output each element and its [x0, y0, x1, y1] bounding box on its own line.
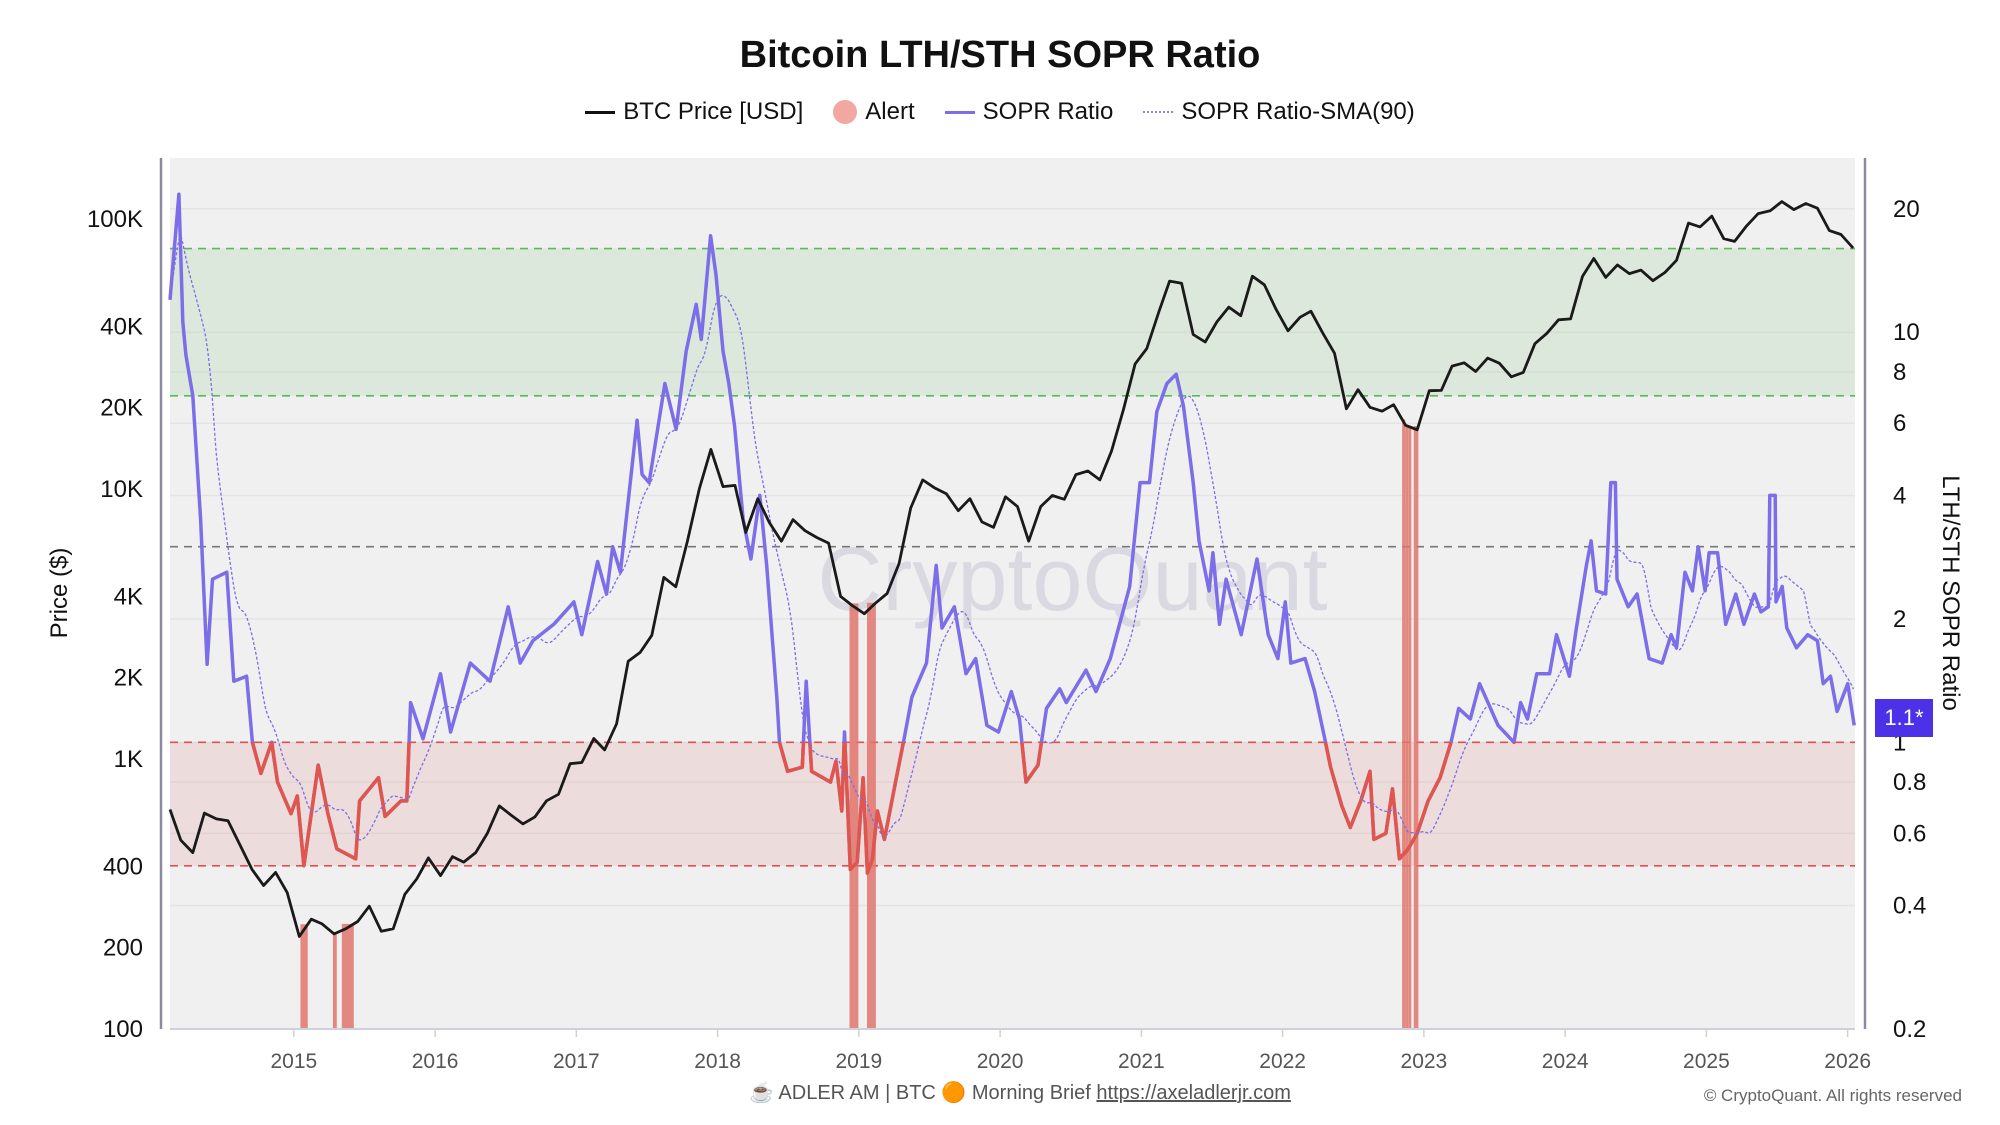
left-tick-label: 400 — [103, 853, 143, 880]
x-tick-label: 2020 — [977, 1050, 1024, 1073]
x-tick-label: 2024 — [1542, 1050, 1589, 1073]
x-tick-label: 2016 — [412, 1050, 459, 1073]
legend-label: Alert — [865, 98, 915, 125]
current-value-badge: 1.1* — [1875, 699, 1933, 737]
left-tick-label: 20K — [100, 395, 143, 422]
legend-label: SOPR Ratio-SMA(90) — [1181, 98, 1415, 125]
chart-title: Bitcoin LTH/STH SOPR Ratio — [739, 34, 1261, 76]
legend-label: SOPR Ratio — [982, 98, 1114, 125]
alert-bar — [341, 923, 354, 1029]
x-tick-label: 2015 — [270, 1050, 317, 1073]
alert-bar — [332, 932, 337, 1029]
btc-price-line — [168, 200, 1855, 938]
left-tick-label: 100K — [87, 206, 143, 233]
legend-label: BTC Price [USD] — [623, 98, 804, 125]
right-tick-label: 4 — [1893, 482, 1906, 509]
alert-bar — [1413, 426, 1419, 1030]
right-tick-label: 10 — [1893, 319, 1920, 346]
band-high-zone — [170, 248, 1855, 396]
band-low-zone — [170, 742, 1855, 866]
right-axis-label: LTH/STH SOPR Ratio — [1937, 475, 1964, 711]
right-tick-label: 0.2 — [1893, 1016, 1926, 1043]
left-tick-label: 40K — [100, 313, 143, 340]
alert-bar — [1402, 419, 1406, 1029]
legend: BTC Price [USD] Alert SOPR Ratio SOPR Ra… — [0, 98, 2000, 126]
legend-item-price[interactable]: BTC Price [USD] — [585, 98, 803, 126]
alert-bar — [1405, 424, 1409, 1029]
left-tick-label: 2K — [114, 665, 143, 692]
legend-item-sma[interactable]: SOPR Ratio-SMA(90) — [1143, 98, 1415, 126]
alert-bar — [849, 603, 859, 1029]
footer-text: ☕ ADLER AM | BTC 🟠 Morning Brief — [749, 1082, 1091, 1104]
left-tick-label: 4K — [114, 583, 143, 610]
x-tick-label: 2019 — [836, 1050, 883, 1073]
legend-item-sopr[interactable]: SOPR Ratio — [944, 98, 1114, 126]
left-tick-label: 100 — [103, 1016, 143, 1043]
right-tick-label: 0.6 — [1893, 820, 1926, 847]
price-line-swatch-icon — [585, 110, 616, 114]
sopr-line-swatch-icon — [944, 110, 975, 114]
left-axis-label: Price ($) — [46, 547, 73, 639]
left-tick-label: 200 — [103, 935, 143, 962]
legend-item-alert[interactable]: Alert — [833, 98, 915, 126]
right-tick-label: 20 — [1893, 196, 1920, 223]
left-tick-label: 10K — [100, 476, 143, 503]
left-tick-label: 1K — [114, 746, 143, 773]
copyright: © CryptoQuant. All rights reserved — [1703, 1086, 1962, 1105]
x-tick-label: 2022 — [1259, 1050, 1306, 1073]
sopr-ratio-line — [168, 192, 1856, 875]
x-tick-label: 2023 — [1401, 1050, 1448, 1073]
right-tick-label: 0.4 — [1893, 893, 1926, 920]
footer: ☕ ADLER AM | BTC 🟠 Morning Brief https:/… — [0, 1080, 2000, 1105]
sma-line-swatch-icon — [1143, 111, 1174, 113]
footer-link[interactable]: https://axeladlerjr.com — [1096, 1082, 1291, 1104]
alert-dot-swatch-icon — [833, 100, 858, 124]
x-tick-label: 2017 — [553, 1050, 600, 1073]
alert-bar — [300, 924, 308, 1029]
x-tick-label: 2026 — [1824, 1050, 1871, 1073]
x-tick-label: 2025 — [1683, 1050, 1730, 1073]
alert-bar — [1408, 426, 1412, 1029]
right-tick-label: 8 — [1893, 359, 1906, 386]
x-tick-label: 2021 — [1118, 1050, 1165, 1073]
right-tick-label: 0.8 — [1893, 769, 1926, 796]
right-tick-label: 6 — [1893, 410, 1906, 437]
x-tick-label: 2018 — [694, 1050, 741, 1073]
right-tick-label: 2 — [1893, 606, 1906, 633]
